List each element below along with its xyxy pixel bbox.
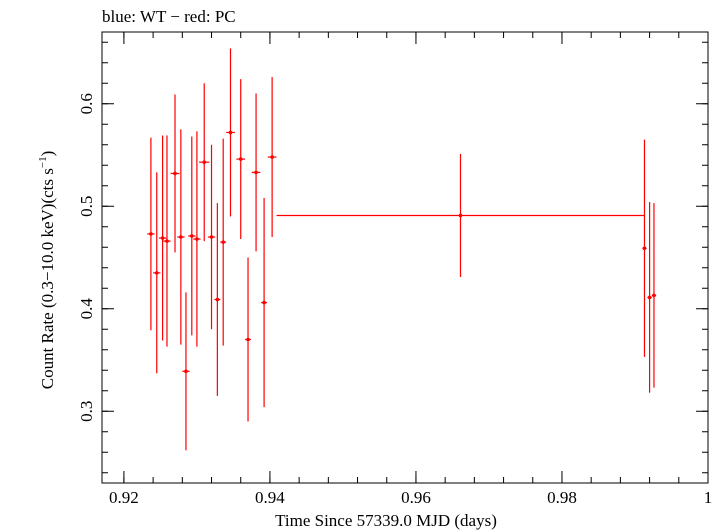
- axes: 0.92 0.94 0.96 0.98 1 0.3 0.4 0.5 0.6: [77, 32, 712, 507]
- x-tick-label: 0.96: [401, 488, 431, 507]
- point-marker: [647, 295, 652, 300]
- data-point: [214, 203, 221, 396]
- data-point: [647, 202, 652, 393]
- point-marker: [270, 155, 274, 159]
- y-axis-label-superscript: −1: [37, 156, 49, 168]
- data-point: [193, 131, 201, 347]
- x-tick-label: 0.94: [255, 488, 285, 507]
- data-point: [177, 129, 185, 345]
- data-point: [245, 257, 251, 422]
- point-marker: [221, 240, 225, 244]
- data-point: [158, 135, 167, 341]
- point-marker: [209, 235, 214, 239]
- y-tick-label: 0.5: [77, 196, 96, 217]
- data-marks: [147, 48, 657, 451]
- point-marker: [165, 239, 169, 243]
- point-marker: [202, 160, 207, 164]
- point-marker: [173, 171, 177, 176]
- data-point: [163, 135, 171, 347]
- data-point: [153, 172, 161, 374]
- point-marker: [262, 300, 266, 305]
- data-point: [199, 83, 210, 242]
- point-marker: [160, 236, 165, 240]
- data-point: [226, 48, 235, 217]
- data-point: [651, 203, 657, 388]
- point-marker: [184, 369, 188, 374]
- y-tick-label: 0.4: [77, 298, 96, 320]
- point-marker: [228, 130, 233, 135]
- data-point: [276, 153, 645, 277]
- data-point: [236, 79, 246, 240]
- point-marker: [458, 213, 463, 218]
- x-tick-label: 0.98: [547, 488, 577, 507]
- point-marker: [149, 232, 153, 236]
- y-tick-label: 0.6: [77, 93, 96, 114]
- data-point: [261, 198, 268, 408]
- x-tick-label: 1: [704, 488, 713, 507]
- x-tick-label: 0.92: [109, 488, 139, 507]
- data-point: [251, 93, 261, 252]
- data-point: [188, 136, 196, 336]
- data-point: [220, 138, 227, 346]
- point-marker: [246, 337, 250, 342]
- data-point: [267, 77, 277, 237]
- point-marker: [254, 170, 258, 175]
- data-point: [642, 139, 647, 357]
- y-axis-label-main: Count Rate (0.3−10.0 keV)(cts s: [38, 168, 57, 389]
- data-point: [182, 292, 190, 451]
- y-axis-label-end: ): [38, 151, 57, 157]
- point-marker: [652, 293, 656, 298]
- x-axis-label: Time Since 57339.0 MJD (days): [275, 511, 497, 530]
- data-point: [207, 144, 216, 330]
- point-marker: [179, 235, 183, 239]
- point-marker: [154, 271, 159, 275]
- y-tick-label: 0.3: [77, 401, 96, 422]
- chart-title: blue: WT − red: PC: [102, 7, 236, 26]
- point-marker: [642, 246, 647, 251]
- point-marker: [195, 237, 199, 241]
- data-point: [147, 137, 155, 331]
- point-marker: [215, 297, 220, 302]
- point-marker: [238, 157, 243, 161]
- plot-frame: [101, 31, 709, 484]
- point-marker: [190, 234, 194, 238]
- data-point: [170, 94, 180, 253]
- y-axis-label: Count Rate (0.3−10.0 keV)(cts s−1): [37, 151, 57, 390]
